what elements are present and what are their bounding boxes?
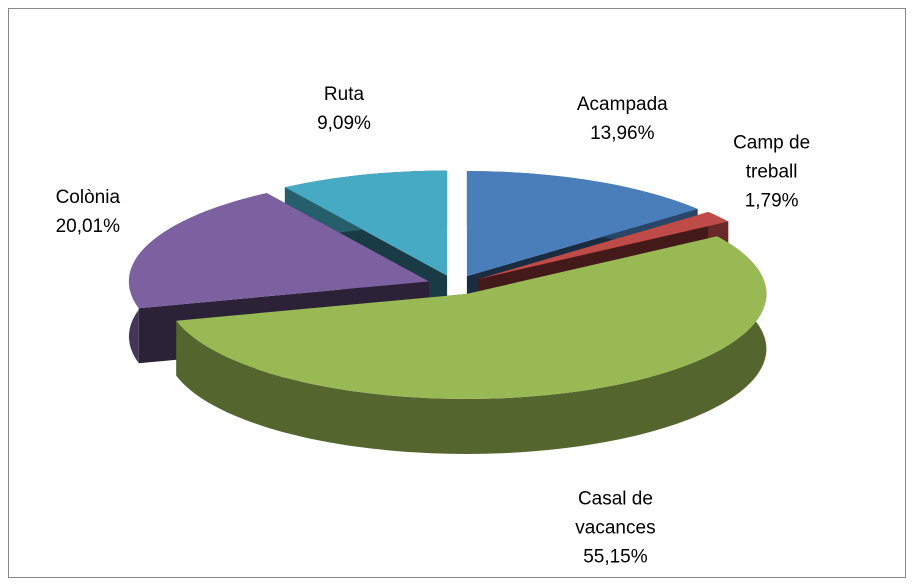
pie-slice: [176, 236, 767, 454]
slice-outer-side: [176, 236, 767, 454]
value-label: 55,15%: [583, 546, 648, 568]
data-label: Colònia 20,01%: [33, 183, 143, 241]
data-label: Camp de treball 1,79%: [717, 129, 827, 216]
value-label: 1,79%: [744, 190, 799, 212]
slice-top: [477, 212, 729, 280]
value-label: 9,09%: [317, 113, 371, 135]
data-label: Ruta 9,09%: [289, 80, 399, 138]
category-label: Acampada: [576, 93, 668, 115]
category-label: Casal de vacances: [575, 488, 656, 539]
slice-top: [128, 193, 429, 309]
data-label: Acampada 13,96%: [567, 90, 677, 148]
data-label: Casal de vacances 55,15%: [560, 484, 670, 571]
category-label: Ruta: [323, 84, 365, 106]
slice-top: [466, 171, 698, 277]
category-label: Colònia: [55, 187, 121, 209]
slice-top: [284, 170, 448, 276]
value-label: 20,01%: [55, 216, 121, 238]
slice-top: [176, 236, 767, 399]
category-label: Camp de treball: [733, 132, 811, 183]
value-label: 13,96%: [590, 122, 655, 144]
